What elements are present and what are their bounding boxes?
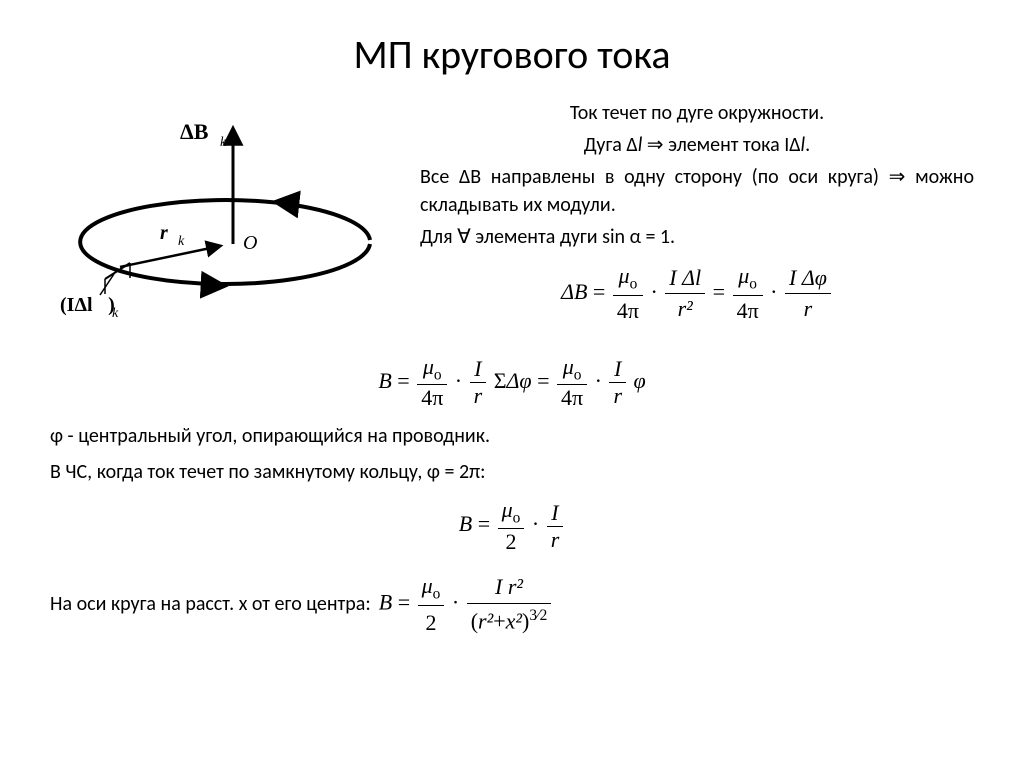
text-line-1: Ток течет по дуге окружности. <box>420 99 974 127</box>
explanation-text: Ток течет по дуге окружности. Дуга Δl ⇒ … <box>420 99 974 344</box>
ring-case-text: В ЧС, когда ток течет по замкнутому коль… <box>50 457 974 487</box>
text-line-2: Дуга Δl ⇒ элемент тока IΔl. <box>420 131 974 159</box>
circular-current-diagram: O r⃗ k ΔB⃗ k (IΔl⃗) k <box>50 99 410 339</box>
phi-description: φ - центральный угол, опирающийся на про… <box>50 421 974 451</box>
page-title: МП кругового тока <box>50 30 974 79</box>
formula-B-ring: B = μo2 · Ir <box>50 497 974 554</box>
text-line-4: Для ∀ элемента дуги sin α = 1. <box>420 223 974 251</box>
label-Idl-sub: k <box>112 306 119 321</box>
formula-B-sum: B = μo4π · Ir ΣΔφ = μo4π · Ir φ <box>50 354 974 411</box>
text-line-3: Все ΔВ направлены в одну сторону (по оси… <box>420 163 974 219</box>
top-section: O r⃗ k ΔB⃗ k (IΔl⃗) k Ток течет по дуге … <box>50 99 974 344</box>
diagram-column: O r⃗ k ΔB⃗ k (IΔl⃗) k <box>50 99 410 344</box>
label-rk-sub: k <box>178 234 185 249</box>
label-Bk: ΔB⃗ <box>180 119 226 144</box>
label-Idl: (IΔl⃗) <box>60 294 115 316</box>
axis-formula-line: На оси круга на расст. x от его центра: … <box>50 569 974 640</box>
label-O: O <box>243 232 257 254</box>
label-Bk-sub: k <box>220 135 227 150</box>
formula-deltaB: ΔB = μo4π · I Δlr² = μo4π · I Δφr <box>420 261 974 327</box>
